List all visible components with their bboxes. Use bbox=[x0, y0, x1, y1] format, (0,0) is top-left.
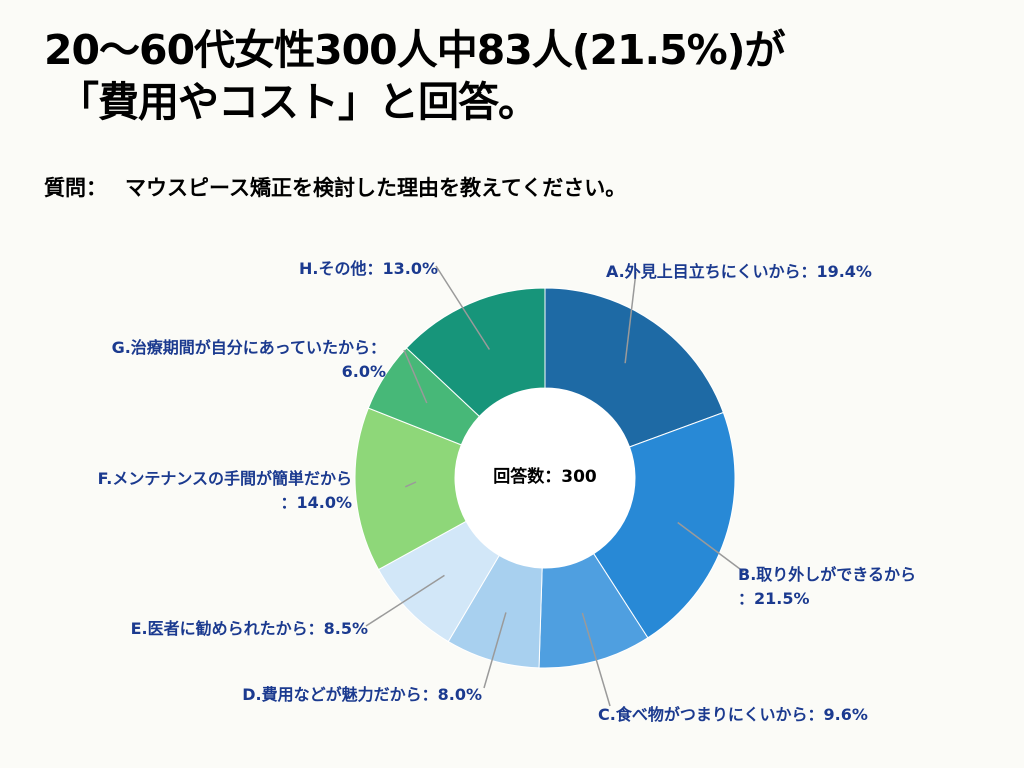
leader-line-e bbox=[365, 574, 445, 627]
leader-line-f bbox=[404, 481, 417, 488]
leader-line-d bbox=[483, 612, 507, 689]
donut-slices bbox=[354, 287, 736, 669]
data-label-g-line2: 6.0% bbox=[341, 362, 386, 381]
question-label: 質問： bbox=[44, 176, 107, 200]
page-title: 20〜60代女性300人中83人(21.5%)が 「費用やコスト」と回答。 bbox=[44, 24, 785, 128]
data-label-a-line1: A.外見上目立ちにくいから：19.4% bbox=[606, 262, 872, 281]
data-label-a: A.外見上目立ちにくいから：19.4% bbox=[606, 260, 872, 284]
leader-line-a bbox=[624, 271, 637, 364]
question: 質問： マウスピース矯正を検討した理由を教えてください。 bbox=[44, 172, 626, 202]
leader-line-g bbox=[403, 349, 428, 404]
data-label-f: F.メンテナンスの手間が簡単だから ：14.0% bbox=[98, 467, 352, 515]
data-label-b-line2: ：21.5% bbox=[738, 589, 810, 608]
data-label-e: E.医者に勧められたから：8.5% bbox=[131, 617, 368, 641]
data-label-e-line1: E.医者に勧められたから：8.5% bbox=[130, 619, 368, 638]
data-label-h: H.その他：13.0% bbox=[299, 257, 438, 281]
title-line-2: 「費用やコスト」と回答。 bbox=[58, 78, 539, 126]
question-text: マウスピース矯正を検討した理由を教えてください。 bbox=[125, 176, 627, 200]
data-label-g-line1: G.治療期間が自分にあっていたから： bbox=[111, 338, 386, 357]
title-line-1: 20〜60代女性300人中83人(21.5%)が bbox=[44, 26, 785, 74]
leader-line-b bbox=[677, 521, 745, 573]
center-label: 回答数：300 bbox=[493, 467, 597, 487]
data-label-d: D.費用などが魅力だから：8.0% bbox=[242, 683, 482, 707]
data-label-f-line1: F.メンテナンスの手間が簡単だから bbox=[97, 469, 352, 488]
data-label-h-line1: H.その他：13.0% bbox=[299, 259, 438, 278]
leader-line-c bbox=[581, 612, 611, 707]
data-label-b: B.取り外しができるから ：21.5% bbox=[738, 563, 916, 611]
data-label-b-line1: B.取り外しができるから bbox=[738, 565, 916, 584]
leader-lines bbox=[365, 265, 745, 707]
data-label-c-line1: C.食べ物がつまりにくいから：9.6% bbox=[598, 705, 868, 724]
leader-line-h bbox=[435, 265, 491, 350]
data-label-c: C.食べ物がつまりにくいから：9.6% bbox=[598, 703, 868, 727]
data-label-d-line1: D.費用などが魅力だから：8.0% bbox=[242, 685, 482, 704]
data-label-f-line2: ：14.0% bbox=[280, 493, 352, 512]
donut-hole bbox=[455, 388, 635, 568]
data-label-g: G.治療期間が自分にあっていたから： 6.0% bbox=[112, 336, 386, 384]
